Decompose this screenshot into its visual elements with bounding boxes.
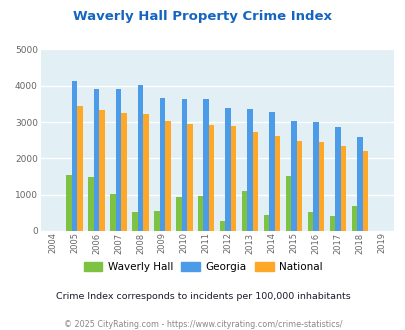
Bar [362, 151, 367, 231]
Bar [99, 110, 104, 231]
Bar [187, 123, 192, 231]
Bar [77, 106, 83, 231]
Bar [209, 125, 214, 231]
Bar [94, 89, 99, 231]
Bar [220, 221, 225, 231]
Bar [241, 191, 247, 231]
Bar [176, 196, 181, 231]
Text: Crime Index corresponds to incidents per 100,000 inhabitants: Crime Index corresponds to incidents per… [55, 292, 350, 301]
Bar [154, 212, 159, 231]
Bar [269, 112, 274, 231]
Bar [334, 127, 340, 231]
Bar [132, 213, 137, 231]
Bar [274, 136, 279, 231]
Bar [290, 121, 296, 231]
Legend: Waverly Hall, Georgia, National: Waverly Hall, Georgia, National [79, 258, 326, 276]
Bar [72, 81, 77, 231]
Bar [143, 114, 148, 231]
Bar [198, 196, 203, 231]
Text: © 2025 CityRating.com - https://www.cityrating.com/crime-statistics/: © 2025 CityRating.com - https://www.city… [64, 320, 341, 329]
Text: Waverly Hall Property Crime Index: Waverly Hall Property Crime Index [73, 10, 332, 23]
Bar [285, 176, 290, 231]
Bar [296, 141, 301, 231]
Bar [356, 137, 362, 231]
Bar [165, 121, 170, 231]
Bar [110, 194, 115, 231]
Bar [340, 146, 345, 231]
Bar [263, 215, 269, 231]
Bar [203, 99, 209, 231]
Bar [137, 85, 143, 231]
Bar [252, 132, 258, 231]
Bar [181, 99, 187, 231]
Bar [318, 142, 323, 231]
Bar [230, 126, 236, 231]
Bar [88, 177, 94, 231]
Bar [121, 114, 126, 231]
Bar [66, 175, 72, 231]
Bar [312, 122, 318, 231]
Bar [307, 213, 312, 231]
Bar [351, 206, 356, 231]
Bar [329, 216, 334, 231]
Bar [225, 108, 230, 231]
Bar [115, 89, 121, 231]
Bar [247, 109, 252, 231]
Bar [159, 98, 165, 231]
